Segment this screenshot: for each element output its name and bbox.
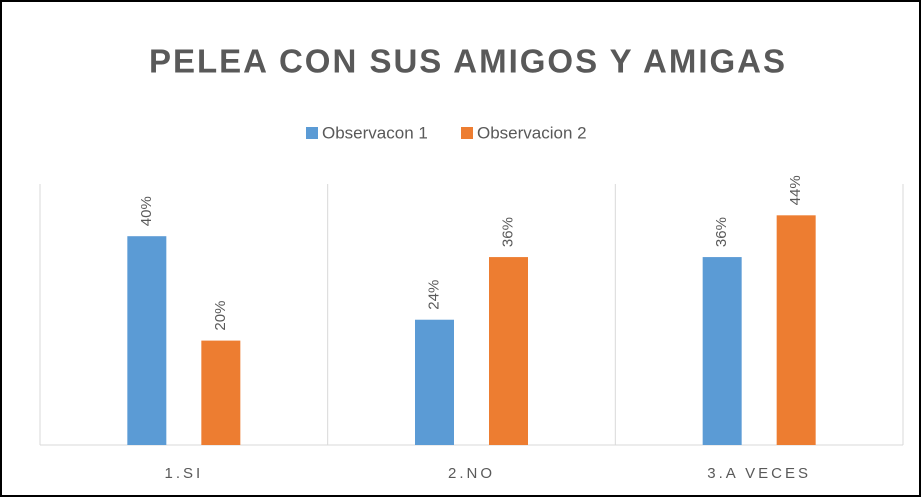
chart-title: PELEA CON SUS AMIGOS Y AMIGAS — [149, 43, 787, 80]
data-label: 40% — [138, 196, 155, 226]
legend-swatch — [306, 127, 318, 139]
bar — [201, 340, 241, 445]
bar — [702, 257, 742, 445]
legend-swatch — [461, 127, 473, 139]
bar — [127, 236, 167, 445]
bar — [415, 319, 454, 445]
bar — [776, 215, 816, 445]
bar — [489, 257, 528, 445]
x-tick-label: 1.SI — [164, 465, 203, 482]
data-label: 20% — [212, 301, 229, 331]
data-label: 44% — [787, 175, 804, 205]
data-label: 24% — [425, 280, 442, 310]
x-tick-label: 2.NO — [448, 465, 495, 482]
legend-label: Observacion 2 — [477, 123, 587, 142]
legend-label: Observacon 1 — [322, 123, 428, 142]
data-label: 36% — [713, 217, 730, 247]
x-tick-label: 3.A VECES — [707, 465, 811, 482]
data-label: 36% — [499, 217, 516, 247]
